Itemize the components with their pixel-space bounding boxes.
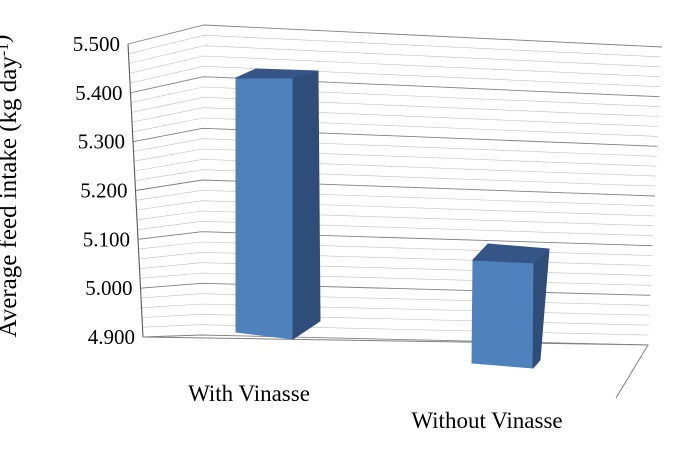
svg-text:5.500: 5.500 <box>73 32 120 56</box>
svg-text:5.400: 5.400 <box>75 81 122 105</box>
svg-text:Without Vinasse: Without Vinasse <box>411 408 562 433</box>
svg-text:5.300: 5.300 <box>78 130 125 154</box>
svg-text:5.200: 5.200 <box>80 179 127 203</box>
svg-text:With Vinasse: With Vinasse <box>188 381 310 406</box>
svg-text:4.900: 4.900 <box>88 325 135 349</box>
svg-text:5.100: 5.100 <box>83 227 130 251</box>
svg-text:Average feed intake (kg day-1): Average feed intake (kg day-1) <box>0 35 22 338</box>
svg-text:5.000: 5.000 <box>85 276 132 300</box>
